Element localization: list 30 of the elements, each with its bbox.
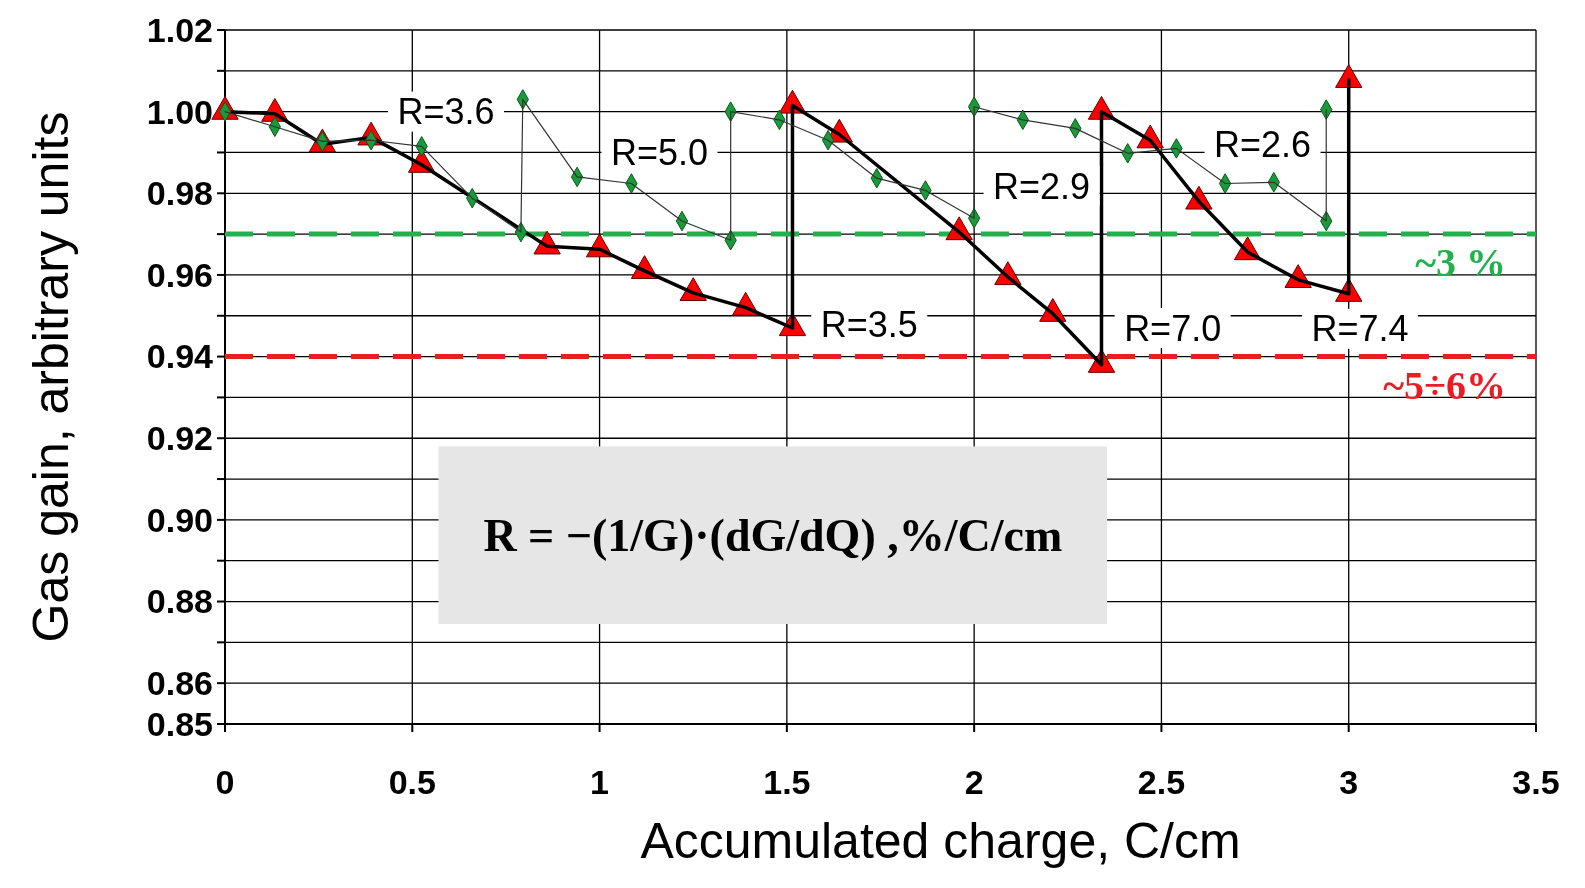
y-tick-label: 0.94 xyxy=(146,337,214,376)
y-tick-label: 0.90 xyxy=(146,500,213,539)
y-tick-label: 0.92 xyxy=(146,419,213,458)
annotation: R=2.9 xyxy=(993,165,1091,207)
x-tick-label: 1.5 xyxy=(763,763,811,801)
y-tick-label: 0.96 xyxy=(146,255,213,294)
x-tick-label: 0 xyxy=(215,763,235,801)
y-tick-label: 0.86 xyxy=(146,664,213,703)
x-tick-label: 3 xyxy=(1339,763,1359,801)
y-axis-title: Gas gain, arbitrary units xyxy=(23,111,79,643)
y-tick-label: 0.88 xyxy=(146,582,213,621)
x-tick-label: 2.5 xyxy=(1137,763,1186,801)
annotation: ~5÷6% xyxy=(1383,362,1506,408)
annotation: R=3.6 xyxy=(397,91,495,133)
annotation: R=7.0 xyxy=(1124,307,1222,349)
x-axis-title: Accumulated charge, C/cm xyxy=(640,813,1241,869)
annotation: R = −(1/G)·(dG/dQ) ,%/C/cm xyxy=(483,510,1063,562)
annotation: R=5.0 xyxy=(610,132,709,174)
y-tick-label: 1.00 xyxy=(146,92,213,131)
annotation: R=2.6 xyxy=(1214,123,1312,165)
x-tick-label: 3.5 xyxy=(1512,763,1560,801)
annotation: R=3.5 xyxy=(820,303,918,345)
y-tick-label: 0.85 xyxy=(146,704,213,743)
y-tick-label: 1.02 xyxy=(146,10,213,49)
x-tick-label: 1 xyxy=(590,763,610,801)
x-tick-label: 0.5 xyxy=(388,763,436,801)
annotation: R=7.4 xyxy=(1311,308,1409,350)
annotation: ~3 % xyxy=(1415,240,1506,286)
x-tick-label: 2 xyxy=(964,763,984,801)
y-tick-label: 0.98 xyxy=(146,174,213,213)
